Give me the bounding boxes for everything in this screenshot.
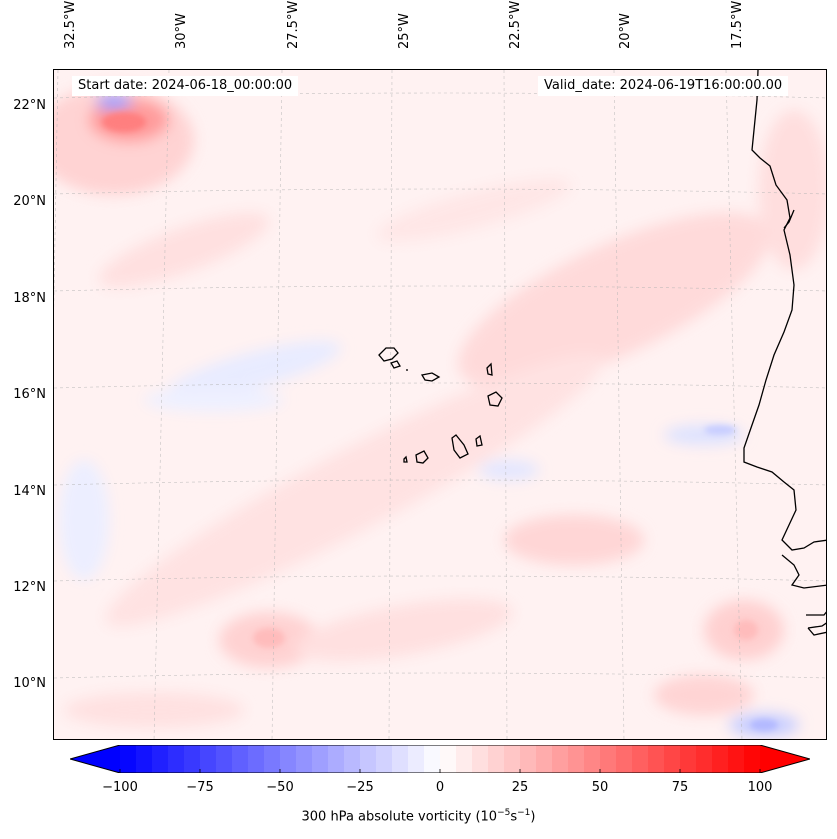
lon-label-20w: 20°W xyxy=(618,13,633,49)
colorbar-cell xyxy=(488,745,505,773)
colorbar-tick-label: −75 xyxy=(186,780,214,795)
colorbar-cell xyxy=(728,745,745,773)
colorbar-cell xyxy=(168,745,185,773)
colorbar-cell xyxy=(328,745,345,773)
colorbar-cell xyxy=(296,745,313,773)
colorbar-cell xyxy=(312,745,329,773)
colorbar-cell xyxy=(424,745,441,773)
colorbar-tick-label: 25 xyxy=(511,780,529,795)
colorbar-cell xyxy=(152,745,169,773)
colorbar-cell xyxy=(664,745,681,773)
colorbar-cell xyxy=(680,745,697,773)
colorbar-cell xyxy=(568,745,585,773)
colorbar-cell xyxy=(136,745,153,773)
colorbar-cell xyxy=(648,745,665,773)
colorbar-cell xyxy=(232,745,249,773)
colorbar-cell xyxy=(360,745,377,773)
colorbar-cell xyxy=(616,745,633,773)
colorbar xyxy=(70,745,810,773)
lon-label-25w: 25°W xyxy=(397,13,412,49)
lat-label-12n: 12°N xyxy=(13,580,46,595)
lon-label-30w: 30°W xyxy=(174,13,189,49)
colorbar-cell xyxy=(536,745,553,773)
colorbar-cell xyxy=(584,745,601,773)
colorbar-tick-label: 75 xyxy=(671,780,689,795)
lat-label-18n: 18°N xyxy=(13,291,46,306)
colorbar-cell xyxy=(264,745,281,773)
colorbar-cell xyxy=(376,745,393,773)
colorbar-tick-label: −100 xyxy=(102,780,138,795)
lat-label-22n: 22°N xyxy=(13,98,46,113)
lat-label-10n: 10°N xyxy=(13,676,46,691)
colorbar-cell xyxy=(520,745,537,773)
colorbar-cell xyxy=(200,745,217,773)
start-date-label: Start date: 2024-06-18_00:00:00 xyxy=(72,76,299,96)
colorbar-cell xyxy=(344,745,361,773)
lat-label-16n: 16°N xyxy=(13,387,46,402)
colorbar-cell xyxy=(120,745,137,773)
colorbar-cell xyxy=(392,745,409,773)
colorbar-cell xyxy=(248,745,265,773)
colorbar-cell xyxy=(712,745,729,773)
colorbar-cell xyxy=(408,745,425,773)
coastline xyxy=(743,70,826,636)
colorbar-cell xyxy=(216,745,233,773)
colorbar-cell xyxy=(600,745,617,773)
vorticity-detail xyxy=(102,112,778,731)
cape-verde-islands xyxy=(378,347,503,464)
colorbar-cell xyxy=(504,745,521,773)
colorbar-cell xyxy=(552,745,569,773)
colorbar-cell xyxy=(280,745,297,773)
vorticity-map[interactable] xyxy=(53,69,827,740)
colorbar-tick-label: 0 xyxy=(435,780,445,795)
lon-label-17-5w: 17.5°W xyxy=(730,0,745,49)
lon-label-27-5w: 27.5°W xyxy=(286,0,301,49)
colorbar-extend-min xyxy=(70,745,120,773)
lon-label-32-5w: 32.5°W xyxy=(63,0,78,49)
valid-date-label: Valid_date: 2024-06-19T16:00:00.00 xyxy=(538,76,789,96)
colorbar-cell xyxy=(184,745,201,773)
lat-label-20n: 20°N xyxy=(13,194,46,209)
colorbar-extend-max xyxy=(760,745,810,773)
lat-label-14n: 14°N xyxy=(13,484,46,499)
colorbar-tick-label: 100 xyxy=(747,780,773,795)
colorbar-cell xyxy=(440,745,457,773)
colorbar-label: 300 hPa absolute vorticity (10−5s−1) xyxy=(301,808,536,825)
colorbar-cell xyxy=(744,745,761,773)
lon-label-22-5w: 22.5°W xyxy=(508,0,523,49)
colorbar-tick-label: −25 xyxy=(346,780,374,795)
colorbar-cell xyxy=(632,745,649,773)
colorbar-cell xyxy=(472,745,489,773)
colorbar-tick-label: 50 xyxy=(591,780,609,795)
colorbar-cell xyxy=(696,745,713,773)
colorbar-tick-label: −50 xyxy=(266,780,294,795)
colorbar-cell xyxy=(456,745,473,773)
